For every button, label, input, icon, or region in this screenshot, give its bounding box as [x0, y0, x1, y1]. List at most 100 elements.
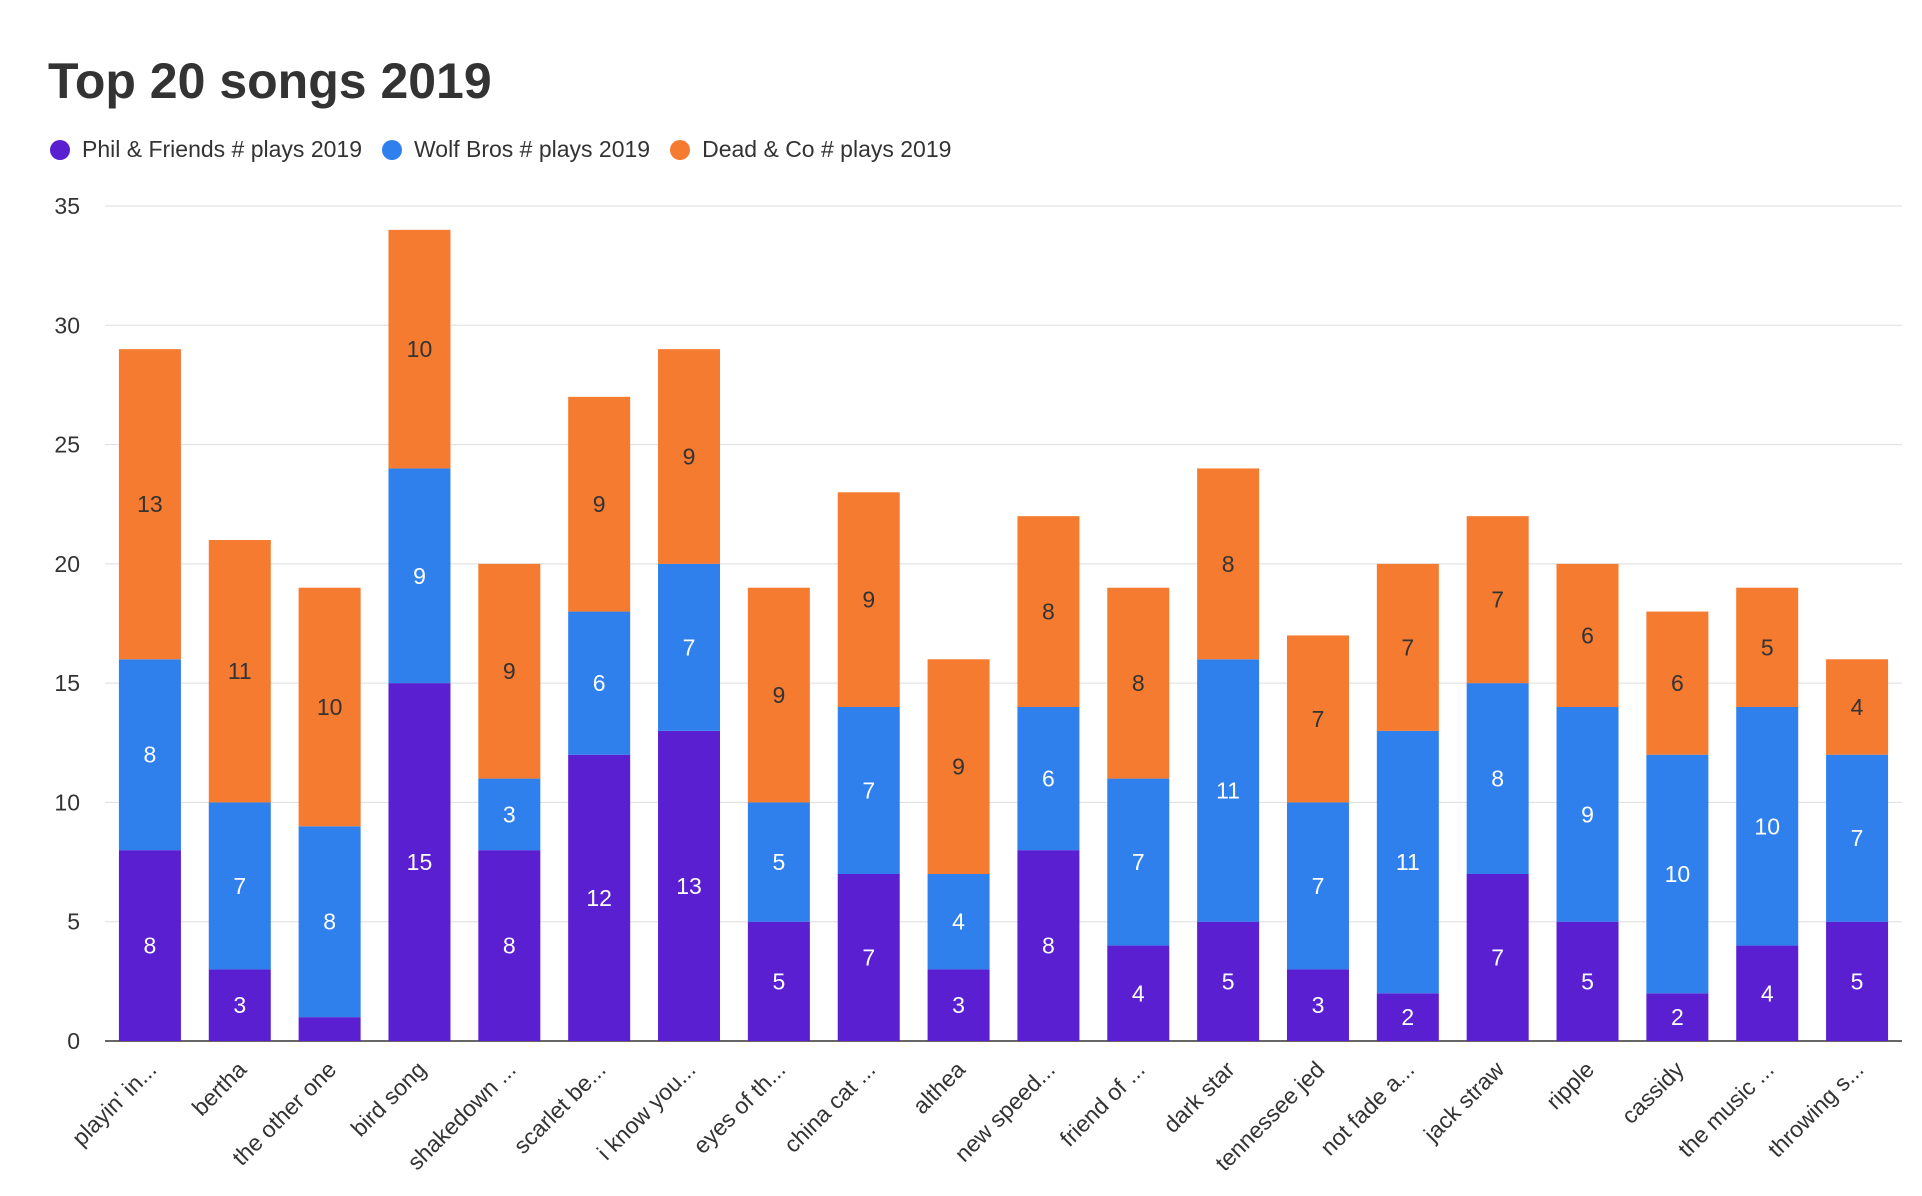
data-label: 3	[233, 992, 246, 1018]
data-label: 4	[952, 909, 965, 935]
bar-segment	[1017, 707, 1080, 851]
bar-segment	[1646, 611, 1709, 755]
bar-segment	[388, 229, 451, 469]
data-label: 9	[593, 491, 606, 517]
bar-segment	[568, 611, 631, 755]
bar-segment	[927, 659, 990, 874]
data-label: 11	[1216, 778, 1240, 804]
bar-segment	[1646, 754, 1709, 994]
data-label: 13	[676, 873, 702, 899]
bar-segment	[927, 874, 990, 970]
bar-segment	[1736, 587, 1799, 707]
legend-swatch-dead-co	[670, 139, 691, 160]
bar-segment	[658, 349, 721, 564]
x-tick-label: bird song	[346, 1056, 431, 1141]
bar-segment	[1017, 516, 1080, 707]
data-label: 9	[862, 587, 875, 613]
bar-segment	[208, 802, 271, 970]
data-label: 11	[1396, 849, 1420, 875]
x-tick-label: eyes of th...	[688, 1056, 790, 1158]
bar-segment	[747, 587, 810, 803]
data-label: 7	[1851, 825, 1864, 851]
data-label: 7	[233, 873, 246, 899]
legend-item-dead-co: Dead & Co # plays 2019	[670, 136, 951, 163]
bar-segment	[298, 826, 361, 1018]
data-label: 6	[1581, 622, 1594, 648]
data-label: 8	[1042, 599, 1055, 625]
bar-segment	[747, 802, 810, 922]
data-label: 9	[952, 754, 965, 780]
data-label: 3	[503, 801, 516, 827]
legend-swatch-wolf-bros	[382, 139, 402, 160]
data-label: 9	[1581, 801, 1594, 827]
bar-segment	[1286, 969, 1349, 1041]
data-label: 7	[1132, 849, 1145, 875]
data-label: 6	[593, 670, 606, 696]
bar-segment	[1556, 563, 1619, 707]
legend-swatch-phil-friends	[50, 139, 70, 160]
data-label: 8	[1042, 933, 1055, 959]
data-label: 5	[1761, 634, 1774, 660]
bar-segment	[1376, 993, 1439, 1041]
legend-label-wolf-bros: Wolf Bros # plays 2019	[414, 136, 651, 162]
bar-segment	[1376, 730, 1439, 994]
bar-segment	[927, 969, 990, 1041]
bar-segment	[1197, 659, 1260, 922]
data-label: 8	[144, 742, 157, 768]
bar-segment	[1826, 754, 1889, 922]
bar-segment	[208, 540, 271, 803]
y-tick-label: 5	[67, 909, 80, 935]
data-label: 8	[503, 933, 516, 959]
bar-segment	[118, 659, 181, 851]
data-label: 8	[323, 909, 336, 935]
bar-segment	[478, 778, 541, 851]
bar-segment	[388, 468, 451, 684]
data-label: 11	[228, 658, 252, 684]
data-label: 7	[1312, 873, 1325, 899]
data-label: 10	[407, 336, 433, 362]
data-label: 13	[137, 491, 163, 517]
data-label: 9	[503, 658, 516, 684]
legend-label-phil-friends: Phil & Friends # plays 2019	[82, 136, 362, 162]
bar-segment	[837, 492, 900, 707]
data-label: 6	[1042, 766, 1055, 792]
data-label: 3	[1312, 992, 1325, 1018]
bar-segment	[478, 850, 541, 1041]
x-tick-label: cassidy	[1616, 1056, 1689, 1129]
data-label: 7	[683, 634, 696, 660]
data-label: 7	[1491, 945, 1504, 971]
y-tick-label: 15	[54, 670, 80, 696]
bar-segment	[1197, 468, 1260, 660]
bar-segment	[837, 874, 900, 1041]
data-label: 8	[1491, 766, 1504, 792]
y-tick-label: 0	[67, 1028, 80, 1054]
data-label: 5	[772, 849, 785, 875]
y-tick-label: 20	[54, 551, 80, 577]
bar-segment	[118, 349, 181, 660]
bar-segment	[1286, 802, 1349, 970]
bar-segment	[1107, 587, 1170, 779]
bar-segment	[747, 921, 810, 1041]
bar-segment	[208, 969, 271, 1041]
bar-segment	[1556, 921, 1619, 1041]
data-label: 5	[1222, 968, 1235, 994]
x-tick-label: jack straw	[1418, 1056, 1510, 1148]
x-tick-label: friend of ...	[1055, 1056, 1150, 1151]
bar-segment	[1646, 993, 1709, 1041]
bar-segment	[1826, 921, 1889, 1041]
data-label: 8	[144, 933, 157, 959]
x-tick-label: playin' in...	[67, 1056, 162, 1151]
bar-segment	[1556, 707, 1619, 922]
data-label: 5	[1581, 968, 1594, 994]
bar-segment	[1466, 874, 1529, 1041]
data-label: 10	[317, 694, 343, 720]
bar-segment	[298, 587, 361, 827]
bar-segment	[837, 707, 900, 874]
bar-segment	[658, 730, 721, 1041]
x-tick-label: china cat ...	[779, 1056, 881, 1158]
bar-segment	[1376, 563, 1439, 731]
bar-segment	[478, 563, 541, 779]
data-label: 3	[952, 992, 965, 1018]
